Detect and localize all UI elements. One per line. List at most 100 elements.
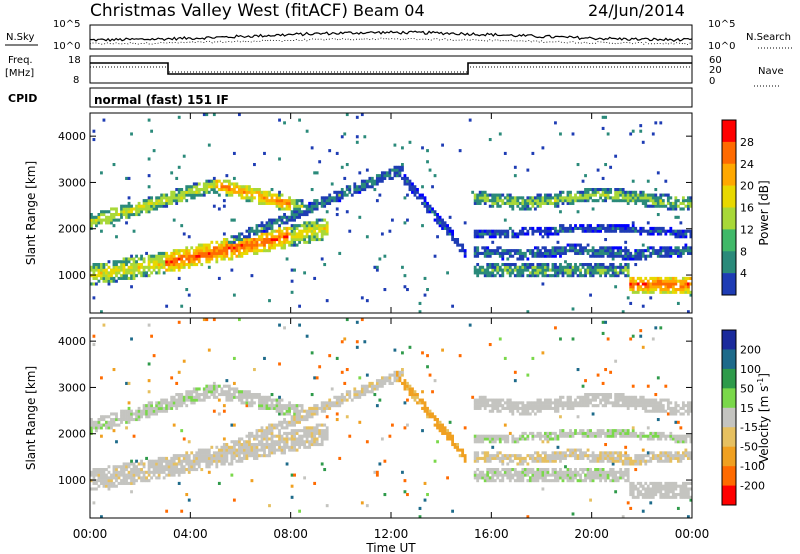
power-cell xyxy=(576,243,580,247)
power-cell xyxy=(556,274,560,278)
power-cell xyxy=(503,232,507,236)
power-cell xyxy=(280,218,284,222)
velocity-cell xyxy=(180,429,184,433)
velocity-cell xyxy=(554,459,557,463)
power-cell xyxy=(574,226,577,230)
power-cell xyxy=(621,193,625,197)
power-cell xyxy=(511,271,515,275)
velocity-cell xyxy=(268,437,271,441)
power-cell xyxy=(649,232,653,236)
power-cell xyxy=(486,196,490,200)
power-cell xyxy=(293,240,296,244)
power-cell xyxy=(606,246,610,250)
power-cell xyxy=(358,188,362,192)
velocity-cell xyxy=(323,434,327,438)
velocity-cell xyxy=(416,401,419,405)
velocity-cell xyxy=(594,393,597,397)
velocity-cell xyxy=(212,409,216,413)
power-cell xyxy=(406,288,409,292)
power-cell xyxy=(140,257,143,261)
velocity-cell xyxy=(536,473,540,477)
velocity-cell xyxy=(205,451,209,455)
velocity-cell xyxy=(245,451,249,455)
power-cell xyxy=(373,182,377,186)
power-cell xyxy=(574,243,577,247)
power-cell xyxy=(669,282,673,286)
power-cell xyxy=(202,243,206,247)
velocity-cell xyxy=(368,390,372,394)
power-cell xyxy=(137,207,141,211)
power-cell xyxy=(511,204,515,208)
power-cell xyxy=(248,196,251,200)
power-cell xyxy=(220,249,224,253)
power-cell xyxy=(303,204,307,208)
velocity-cell xyxy=(616,431,620,435)
velocity-cell xyxy=(604,404,608,408)
power-cell xyxy=(614,271,618,275)
velocity-cell xyxy=(493,468,497,472)
power-cell xyxy=(501,254,505,258)
power-cell xyxy=(491,240,495,244)
velocity-cell xyxy=(626,470,630,474)
velocity-cell xyxy=(604,443,608,447)
power-cell xyxy=(689,229,693,233)
power-cell xyxy=(513,199,517,203)
velocity-cell xyxy=(521,470,525,474)
power-cell xyxy=(421,193,424,197)
power-cell xyxy=(574,196,577,200)
velocity-cell xyxy=(135,470,138,474)
velocity-cell xyxy=(265,443,269,447)
power-cell xyxy=(313,199,317,203)
velocity-cell xyxy=(157,401,161,405)
power-cell xyxy=(516,251,520,255)
power-cell xyxy=(300,201,304,205)
power-cell xyxy=(554,246,557,250)
velocity-cell xyxy=(413,398,417,402)
velocity-cell xyxy=(263,356,266,360)
velocity-cell xyxy=(298,440,301,444)
velocity-cell xyxy=(375,381,379,385)
power-cell xyxy=(594,226,597,230)
velocity-cell xyxy=(92,426,96,430)
power-cell xyxy=(551,254,555,258)
velocity-cell xyxy=(491,409,495,413)
velocity-cell xyxy=(205,387,209,391)
velocity-cell xyxy=(521,462,525,466)
power-cell xyxy=(100,310,103,314)
power-cell xyxy=(591,207,595,211)
velocity-cell xyxy=(285,462,289,466)
velocity-cell xyxy=(355,320,359,324)
power-cell xyxy=(521,265,525,269)
velocity-cell xyxy=(268,429,271,433)
power-cell xyxy=(295,232,299,236)
velocity-cell xyxy=(498,451,502,455)
power-cell xyxy=(496,229,500,233)
power-cell xyxy=(393,165,397,169)
power-cell xyxy=(175,188,179,192)
power-cell xyxy=(488,274,492,278)
nsearch-label: N.Search xyxy=(746,32,791,43)
velocity-cell xyxy=(175,393,179,397)
velocity-cell xyxy=(581,470,585,474)
power-cell xyxy=(604,229,608,233)
velocity-cell xyxy=(152,459,156,463)
power-cell xyxy=(330,182,334,186)
power-cell xyxy=(604,251,608,255)
power-cell xyxy=(679,285,683,289)
velocity-cell xyxy=(112,412,116,416)
velocity-cell xyxy=(614,479,618,483)
velocity-cell xyxy=(167,473,171,477)
velocity-cell xyxy=(283,437,286,441)
power-cell xyxy=(674,204,678,208)
velocity-cell xyxy=(614,359,618,363)
power-cell xyxy=(408,179,412,183)
power-cell xyxy=(237,246,241,250)
velocity-cell xyxy=(421,429,424,433)
power-cell xyxy=(596,188,600,192)
power-cell xyxy=(639,276,643,280)
power-cell xyxy=(483,193,487,197)
power-cell xyxy=(268,201,271,205)
velocity-cell xyxy=(112,468,116,472)
velocity-cell xyxy=(295,412,299,416)
power-cell xyxy=(117,213,121,217)
